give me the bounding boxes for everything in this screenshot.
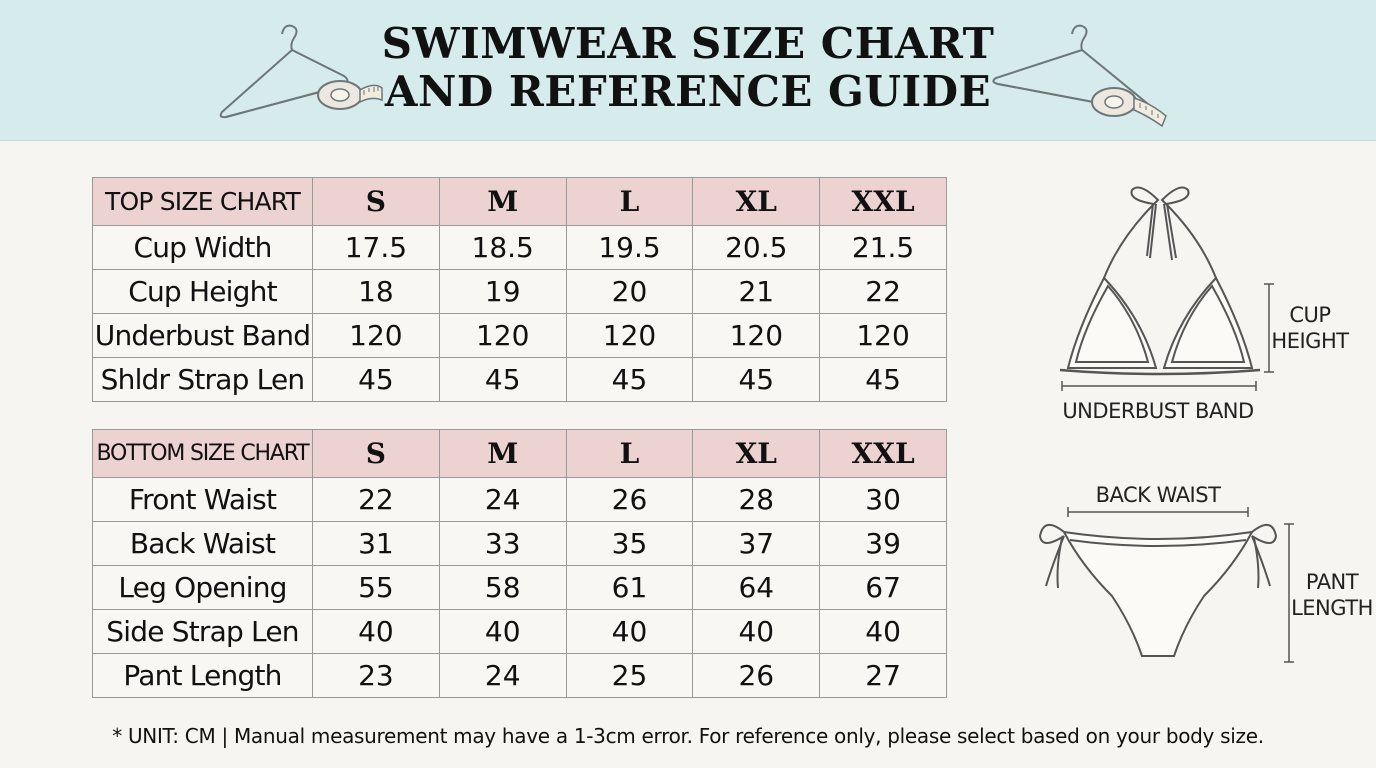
table-cell: 18.5: [438, 225, 567, 270]
pant-length-label: PANT LENGTH: [1290, 569, 1374, 621]
table-header-row: TOP SIZE CHART S M L XL XXL: [92, 177, 947, 226]
size-header-m: M: [438, 429, 567, 478]
table-cell: 19: [438, 269, 567, 314]
table-cell: 25: [565, 653, 694, 698]
table-cell: 61: [565, 565, 694, 610]
table-cell: 23: [312, 653, 440, 698]
table-cell: 40: [819, 609, 947, 654]
table-row: Side Strap Len 40 40 40 40 40: [92, 609, 947, 654]
table-cell: 45: [565, 357, 694, 402]
table-cell: 35: [565, 521, 694, 566]
table-cell: 120: [312, 313, 440, 358]
row-label: Pant Length: [92, 653, 313, 698]
size-header-xl: XL: [692, 429, 821, 478]
row-label: Cup Height: [92, 269, 313, 314]
table-cell: 21.5: [819, 225, 947, 270]
table-cell: 40: [692, 609, 821, 654]
table-cell: 39: [819, 521, 947, 566]
table-cell: 22: [819, 269, 947, 314]
table-cell: 40: [312, 609, 440, 654]
size-header-xxl: XXL: [819, 177, 947, 226]
table-cell: 120: [438, 313, 567, 358]
size-header-s: S: [312, 429, 440, 478]
bikini-top-icon: [1059, 186, 1261, 391]
table-cell: 17.5: [312, 225, 440, 270]
size-header-l: L: [565, 177, 694, 226]
table-cell: 28: [692, 477, 821, 522]
table-row: Shldr Strap Len 45 45 45 45 45: [92, 357, 947, 402]
top-size-table: TOP SIZE CHART S M L XL XXL Cup Width 17…: [92, 177, 947, 402]
table-cell: 45: [312, 357, 440, 402]
table-cell: 33: [438, 521, 567, 566]
table-cell: 18: [312, 269, 440, 314]
cup-height-label-line1: CUP: [1289, 303, 1331, 327]
title-line-2: AND REFERENCE GUIDE: [384, 67, 992, 116]
bottom-table-label: BOTTOM SIZE CHART: [92, 429, 313, 478]
table-cell: 120: [565, 313, 694, 358]
table-cell: 30: [819, 477, 947, 522]
table-row: Back Waist 31 33 35 37 39: [92, 521, 947, 566]
row-label: Shldr Strap Len: [92, 357, 313, 402]
table-cell: 26: [692, 653, 821, 698]
row-label: Front Waist: [92, 477, 313, 522]
size-header-xxl: XXL: [819, 429, 947, 478]
cup-height-indicator: [1264, 283, 1274, 373]
table-cell: 24: [438, 477, 567, 522]
size-header-xl: XL: [692, 177, 821, 226]
table-cell: 120: [692, 313, 821, 358]
table-cell: 40: [438, 609, 567, 654]
table-row: Underbust Band 120 120 120 120 120: [92, 313, 947, 358]
pant-length-label-line2: LENGTH: [1291, 596, 1373, 620]
table-cell: 45: [819, 357, 947, 402]
row-label: Cup Width: [92, 225, 313, 270]
table-cell: 19.5: [565, 225, 694, 270]
table-cell: 120: [819, 313, 947, 358]
table-cell: 20.5: [692, 225, 821, 270]
table-row: Cup Width 17.5 18.5 19.5 20.5 21.5: [92, 225, 947, 270]
table-cell: 31: [312, 521, 440, 566]
table-cell: 67: [819, 565, 947, 610]
bikini-bottom-icon: [1038, 507, 1278, 657]
row-label: Leg Opening: [92, 565, 313, 610]
table-cell: 20: [565, 269, 694, 314]
table-cell: 21: [692, 269, 821, 314]
table-cell: 45: [692, 357, 821, 402]
table-cell: 64: [692, 565, 821, 610]
table-row: Cup Height 18 19 20 21 22: [92, 269, 947, 314]
table-cell: 27: [819, 653, 947, 698]
pant-length-indicator: [1284, 523, 1294, 663]
back-waist-label: BACK WAIST: [1095, 483, 1221, 507]
row-label: Side Strap Len: [92, 609, 313, 654]
cup-height-label-line2: HEIGHT: [1271, 329, 1349, 353]
hanger-tape-icon: [219, 24, 383, 119]
page-title: SWIMWEAR SIZE CHART AND REFERENCE GUIDE: [338, 20, 1038, 116]
size-header-m: M: [438, 177, 567, 226]
size-header-l: L: [565, 429, 694, 478]
table-cell: 26: [565, 477, 694, 522]
row-label: Underbust Band: [92, 313, 313, 358]
table-cell: 22: [312, 477, 440, 522]
header-banner: SWIMWEAR SIZE CHART AND REFERENCE GUIDE: [0, 0, 1376, 141]
top-table-label: TOP SIZE CHART: [92, 177, 313, 226]
table-row: Pant Length 23 24 25 26 27: [92, 653, 947, 698]
title-line-1: SWIMWEAR SIZE CHART: [381, 19, 995, 68]
footnote: * UNIT: CM | Manual measurement may have…: [112, 724, 1264, 748]
table-header-row: BOTTOM SIZE CHART S M L XL XXL: [92, 429, 947, 478]
table-row: Leg Opening 55 58 61 64 67: [92, 565, 947, 610]
table-cell: 58: [438, 565, 567, 610]
table-row: Front Waist 22 24 26 28 30: [92, 477, 947, 522]
table-cell: 24: [438, 653, 567, 698]
pant-length-label-line1: PANT: [1305, 570, 1359, 594]
underbust-band-label: UNDERBUST BAND: [1062, 399, 1254, 423]
table-cell: 55: [312, 565, 440, 610]
size-header-s: S: [312, 177, 440, 226]
bottom-size-table: BOTTOM SIZE CHART S M L XL XXL Front Wai…: [92, 429, 947, 698]
table-cell: 37: [692, 521, 821, 566]
table-cell: 45: [438, 357, 567, 402]
cup-height-label: CUP HEIGHT: [1270, 302, 1350, 354]
hanger-tape-icon-right: [992, 24, 1167, 128]
table-cell: 40: [565, 609, 694, 654]
row-label: Back Waist: [92, 521, 313, 566]
